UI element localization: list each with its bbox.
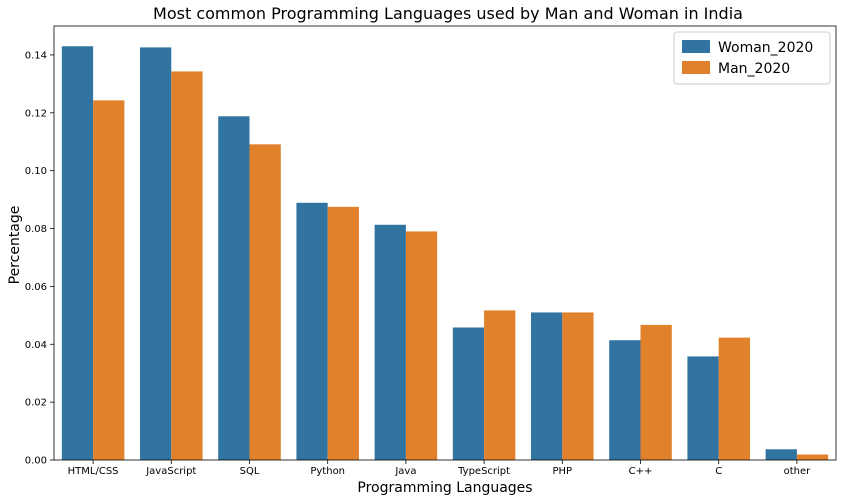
bar-man-2020-9 [718, 337, 750, 460]
bar-man-2020-3 [249, 144, 281, 460]
x-axis-title: Programming Languages [357, 480, 532, 496]
plot-area: HTML/CSS JavaScript SQL Python Java TypeScrip… [25, 25, 837, 477]
bar-woman-2020-6 [452, 327, 485, 460]
x-tick-label: HTML/CSS [68, 466, 119, 477]
x-tick-label: C [715, 466, 722, 477]
y-tick-label: 0.06 [25, 282, 47, 293]
x-tick-label: TypeScript [457, 466, 510, 477]
y-tick-label: 0.14 [25, 50, 47, 61]
bar-woman-2020-8 [609, 340, 641, 460]
x-tick-label: C++ [629, 466, 653, 477]
bar-woman-2020-4 [296, 202, 328, 461]
bar-woman-2020-2 [140, 47, 172, 460]
bar-man-2020-1 [93, 100, 125, 460]
bar-woman-2020-1 [61, 46, 94, 461]
legend-swatch-man-2020 [682, 61, 710, 74]
x-tick-label: Python [310, 466, 345, 477]
y-tick-label: 0.04 [25, 340, 47, 351]
legend [673, 31, 831, 85]
y-tick-label: 0.00 [25, 456, 47, 467]
bar-man-2020-10 [796, 454, 829, 460]
y-tick-label: 0.10 [25, 166, 47, 177]
chart-title: Most common Programming Languages used b… [153, 4, 743, 23]
y-tick-label: 0.08 [25, 224, 47, 235]
x-tick-label: PHP [553, 466, 573, 477]
legend-label-woman-2020: Woman_2020 [718, 40, 813, 56]
bar-man-2020-4 [327, 206, 359, 460]
bar-woman-2020-10 [765, 449, 797, 460]
bar-woman-2020-7 [531, 312, 563, 460]
plot-frame [53, 25, 837, 461]
bar-man-2020-5 [405, 231, 438, 460]
bar-woman-2020-9 [687, 356, 719, 460]
bar-man-2020-7 [562, 312, 594, 460]
legend-label-man-2020: Man_2020 [718, 61, 790, 77]
x-tick-label: other [784, 466, 812, 477]
x-tick-label: JavaScript [145, 466, 196, 477]
bar-man-2020-8 [640, 324, 672, 460]
bar-woman-2020-3 [218, 116, 250, 460]
bar-woman-2020-5 [374, 224, 406, 460]
x-tick-label: Java [394, 466, 416, 477]
y-tick-label: 0.12 [25, 108, 47, 119]
bar-man-2020-6 [484, 310, 516, 460]
y-axis-title: Percentage [7, 206, 23, 285]
y-tick-label: 0.02 [25, 398, 47, 409]
bar-man-2020-2 [171, 71, 203, 461]
legend-swatch-woman-2020 [682, 40, 710, 53]
x-tick-label: SQL [240, 466, 260, 477]
